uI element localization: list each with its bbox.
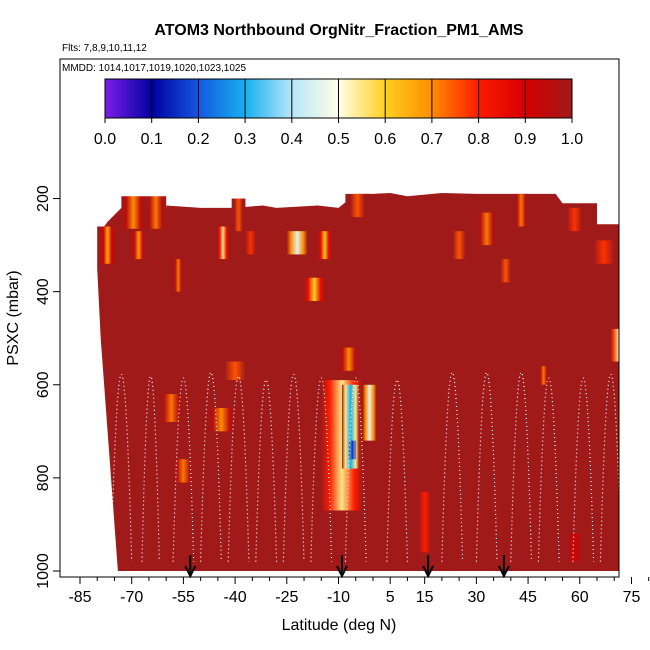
heatmap-cell: [610, 328, 619, 362]
heatmap-cell: [625, 301, 635, 348]
flight-track: [344, 377, 367, 562]
heatmap-cell: [231, 198, 246, 232]
lat-arrow-head: [336, 565, 348, 579]
colorbar-tick-label: 1.0: [561, 131, 583, 148]
dates-label: MMDD: 1014,1017,1019,1020,1023,1025: [62, 63, 246, 74]
flight-track: [310, 377, 333, 562]
colorbar-tick-label: 0.8: [467, 131, 489, 148]
colorbar-segment: [431, 79, 480, 118]
heatmap-cell: [173, 259, 184, 292]
heatmap-cell: [217, 361, 253, 381]
x-tick-label: -25: [275, 589, 298, 606]
colorbar-tick-label: 0.2: [187, 131, 209, 148]
flight-track: [537, 377, 560, 562]
heatmap-cell: [217, 226, 229, 260]
heatmap-cell: [476, 212, 498, 246]
y-tick-label: 600: [35, 371, 52, 398]
x-tick-label: 60: [571, 589, 589, 606]
heatmap-cell: [131, 231, 146, 260]
flight-track: [141, 375, 160, 562]
heatmap-cell: [304, 277, 325, 301]
heatmap-cell: [121, 196, 146, 229]
flight-track: [282, 374, 305, 562]
heatmap-cell: [286, 231, 308, 255]
flight-track-layer: [110, 372, 619, 562]
x-tick-label: -70: [120, 589, 143, 606]
colorbar-segment: [151, 79, 199, 118]
y-tick-label: 1000: [35, 553, 52, 589]
chart-title: ATOM3 Northbound OrgNitr_Fraction_PM1_AM…: [154, 22, 524, 39]
heatmap-layer: [97, 193, 641, 571]
heatmap-cell: [586, 240, 619, 264]
x-tick-label: -10: [327, 589, 350, 606]
heatmap-cell: [159, 394, 184, 423]
colorbar-tick-label: 0.0: [94, 131, 116, 148]
colorbar-tick-label: 0.4: [281, 131, 303, 148]
heatmap-cell: [207, 408, 236, 432]
colorbar-tick-label: 0.7: [421, 131, 443, 148]
colorbar-tick-label: 0.3: [234, 131, 256, 148]
y-axis-label: PSXC (mbar): [5, 270, 22, 365]
x-axis: -85 -70 -55 -40 -25 -10 5 15 30 45 60 75: [68, 577, 650, 606]
colorbar-segment: [478, 79, 526, 118]
heatmap-cell: [448, 231, 470, 260]
heatmap-background: [97, 193, 619, 571]
heatmap-cell: [173, 459, 194, 483]
colorbar-tick-label: 0.5: [327, 131, 349, 148]
heatmap-cell: [345, 193, 370, 218]
heatmap-cell: [241, 231, 260, 255]
colorbar-tick-label: 0.9: [514, 131, 536, 148]
heatmap-cell: [631, 245, 641, 292]
heatmap-cell: [414, 491, 436, 553]
heatmap-cell: [538, 366, 549, 385]
heatmap-cell: [362, 384, 377, 441]
heatmap-cell: [348, 440, 356, 460]
colorbar-segment: [245, 79, 293, 118]
flight-track: [599, 374, 619, 562]
flight-track: [110, 374, 133, 562]
y-tick-label: 200: [35, 185, 52, 212]
arrow-layer: [184, 555, 510, 579]
y-axis: 200 400 600 800 1000: [35, 185, 60, 589]
colorbar-segment: [385, 79, 433, 118]
colorbar-tick-label: 0.6: [374, 131, 396, 148]
colorbar-segment: [338, 79, 386, 118]
x-tick-label: 30: [467, 589, 485, 606]
x-tick-label: 15: [416, 589, 434, 606]
heatmap-cell: [562, 207, 587, 232]
lat-arrow-head: [498, 565, 510, 579]
heatmap-cell: [562, 533, 587, 562]
x-tick-label: -55: [172, 589, 195, 606]
heatmap-cell: [317, 231, 332, 260]
flight-track: [227, 375, 250, 562]
colorbar-segment: [291, 79, 339, 118]
y-tick-label: 400: [35, 278, 52, 305]
x-tick-label: 75: [623, 589, 641, 606]
heatmap-cell: [497, 259, 515, 283]
x-tick-label: 5: [386, 589, 395, 606]
colorbar-tick-label: 0.1: [141, 131, 163, 148]
x-axis-label: Latitude (deg N): [282, 617, 397, 634]
colorbar-segment: [105, 79, 153, 118]
heatmap-cell: [338, 347, 360, 371]
x-tick-label: -40: [224, 589, 247, 606]
lat-arrow-head: [422, 565, 435, 579]
x-tick-label: -85: [68, 589, 91, 606]
flight-track: [172, 377, 195, 562]
plot-frame: [59, 58, 620, 578]
colorbar-segment: [525, 79, 573, 118]
heatmap-cell: [100, 226, 115, 264]
flights-label: Flts: 7,8,9,10,11,12: [62, 43, 147, 54]
x-tick-label: 45: [519, 589, 537, 606]
colorbar-segment: [198, 79, 246, 118]
heatmap-cell: [514, 193, 529, 227]
y-tick-label: 800: [35, 464, 52, 491]
lat-arrow-head: [184, 565, 197, 579]
colorbar: 0.0 0.1 0.2 0.3 0.4 0.5 0.6 0.7 0.8 0.9 1.0: [94, 78, 583, 148]
flight-track: [572, 377, 595, 562]
heatmap-cell: [145, 196, 167, 229]
